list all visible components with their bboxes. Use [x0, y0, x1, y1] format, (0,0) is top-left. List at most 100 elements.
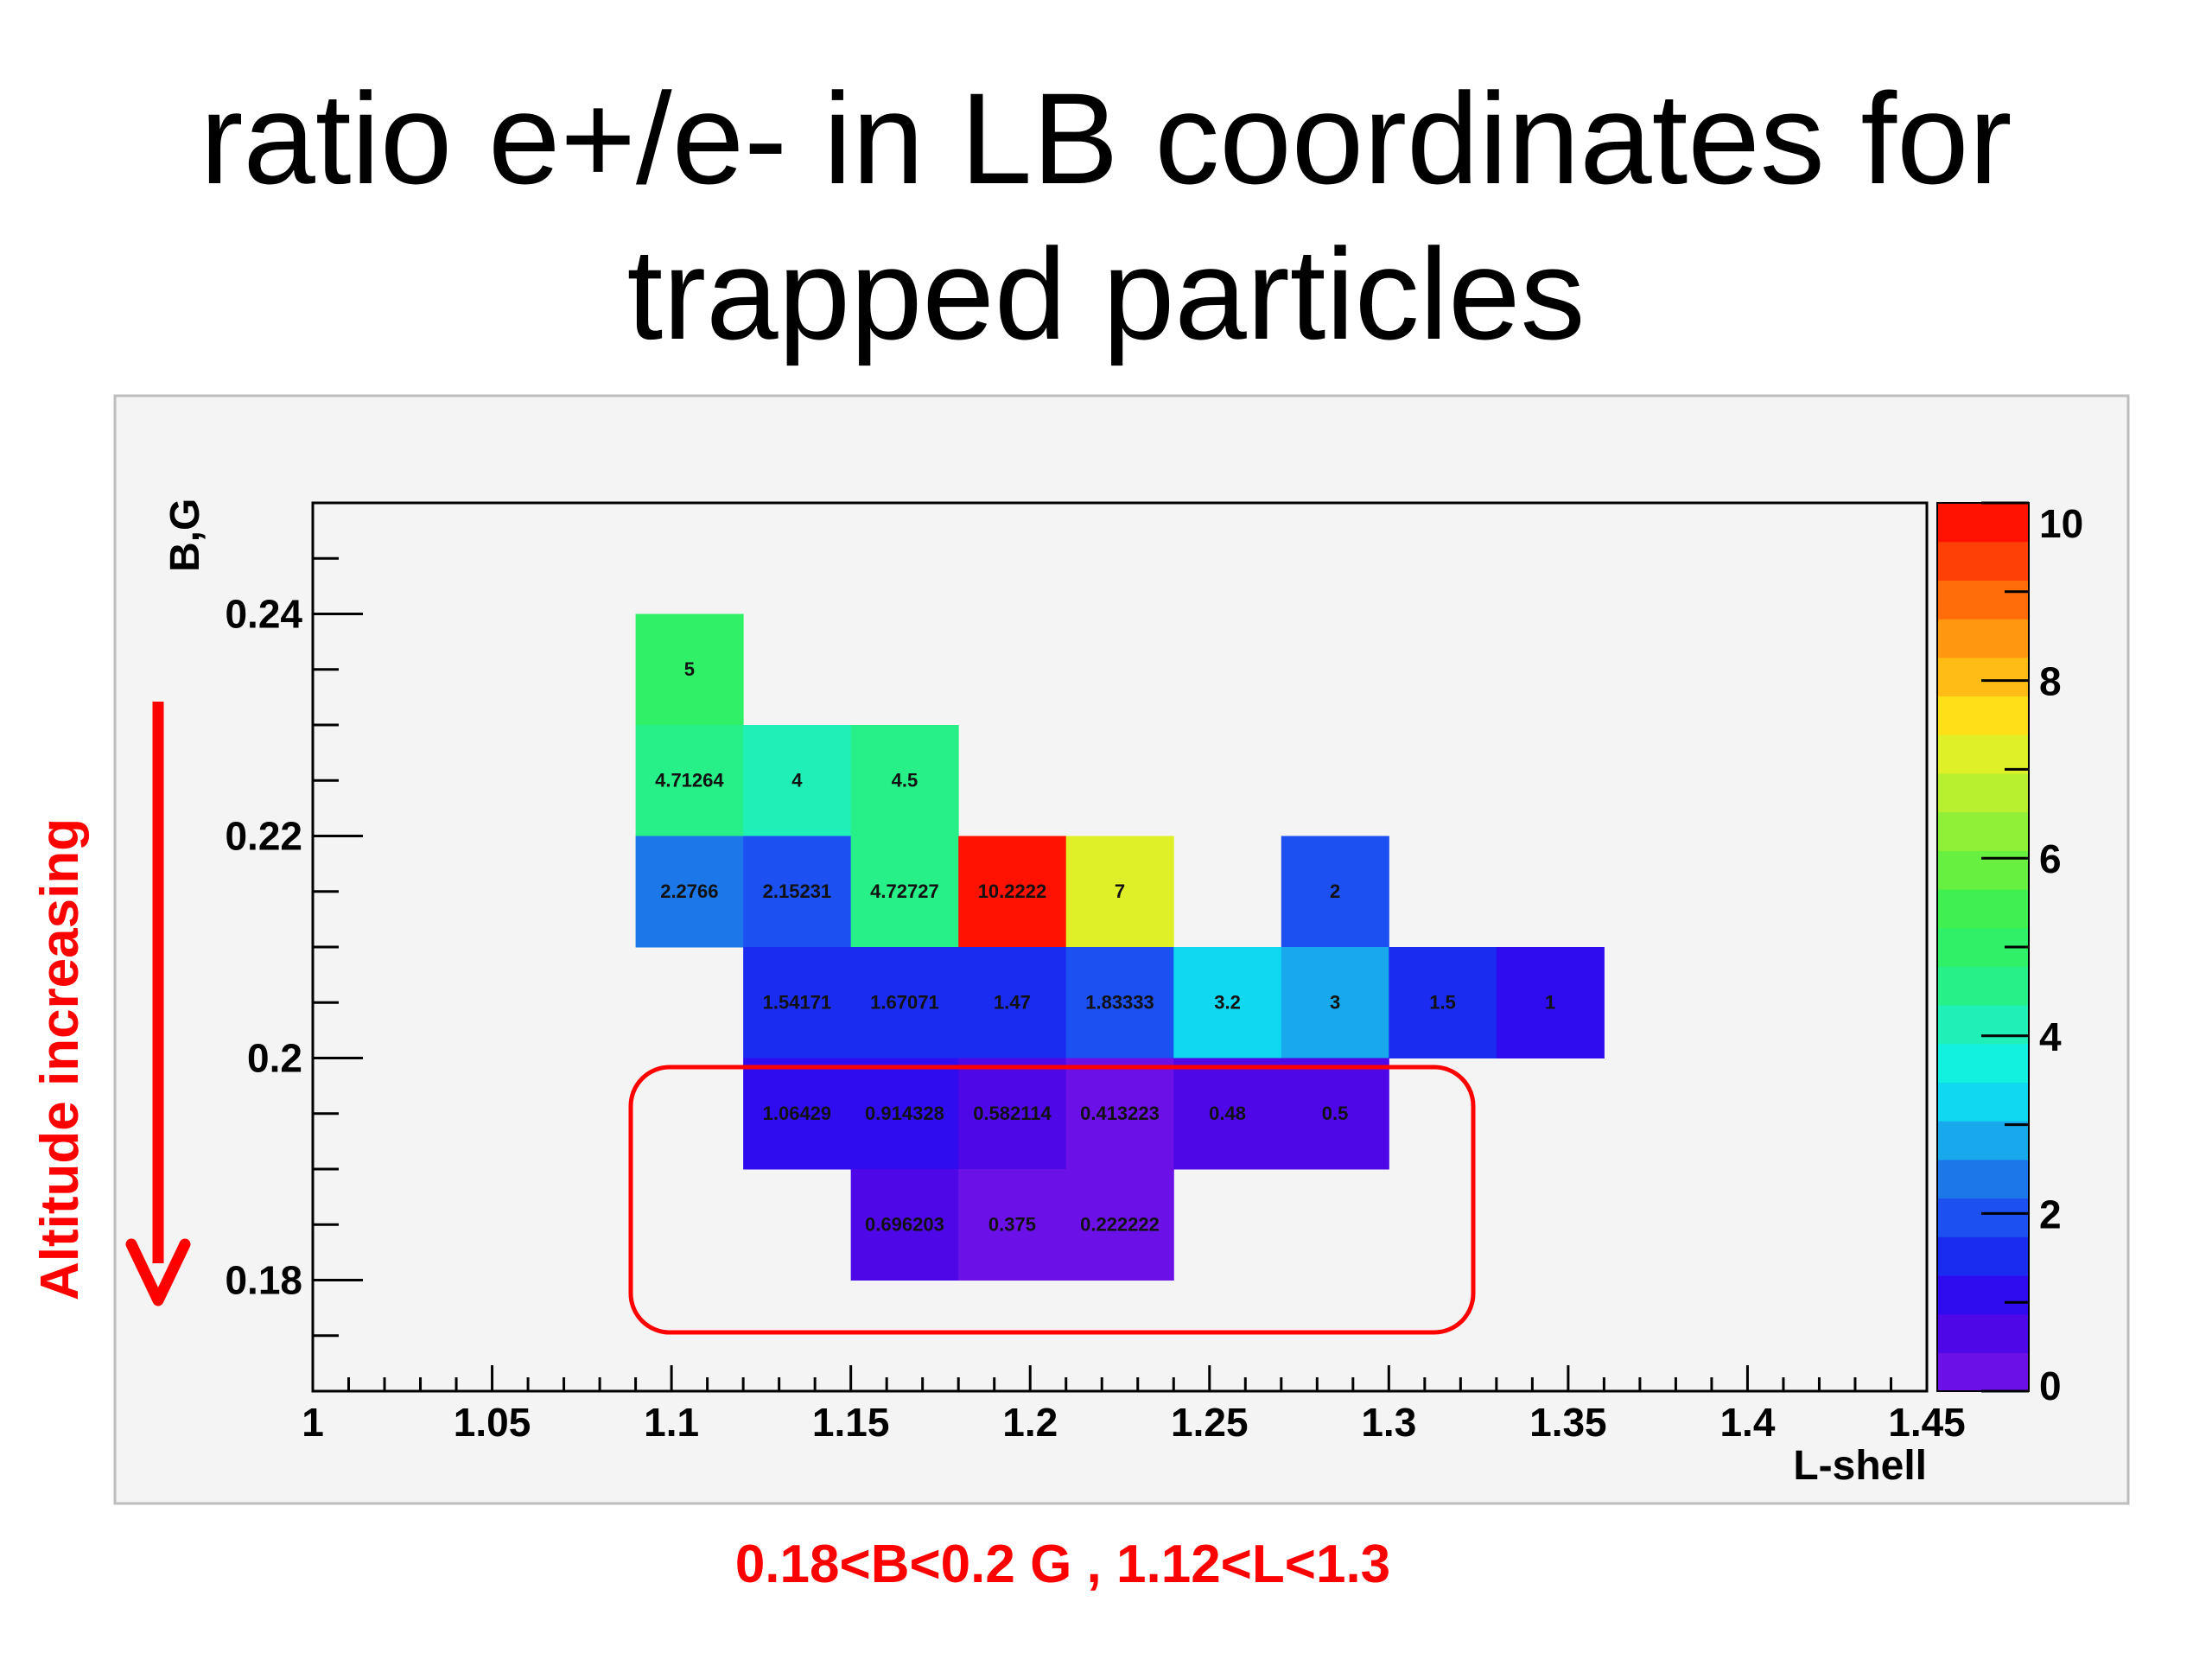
colorbar-segment: [1937, 503, 2029, 543]
heatmap-cell: [635, 613, 744, 726]
x-axis-label: L-shell: [1793, 1443, 1927, 1489]
x-axis-ticks: 1 1.05 1.1 1.15 1.2 1.25 1.3 1.35 1.4 1.45: [302, 1365, 1966, 1445]
heatmap-cell: [958, 1169, 1067, 1281]
heatmap-cell-label: 0.914328: [865, 1103, 944, 1124]
colorbar-segment: [1937, 657, 2029, 697]
y-tick-label: 0.18: [225, 1258, 302, 1303]
heatmap-cell-label: 2.15231: [763, 880, 832, 902]
altitude-arrow-head: [125, 1238, 191, 1306]
x-tick-label: 1.4: [1719, 1400, 1775, 1445]
colorbar-segment: [1937, 1043, 2029, 1084]
colorbar-segment: [1937, 1121, 2029, 1160]
colorbar-segment: [1937, 772, 2029, 813]
colorbar-segment: [1937, 1236, 2029, 1276]
heatmap-cell: [743, 1058, 852, 1170]
colorbar-segment: [1937, 541, 2029, 581]
heatmap-cell-label: 2.2766: [660, 880, 718, 902]
colorbar-tick-label: 0: [2039, 1363, 2062, 1408]
heatmap-cell-label: 1.5: [1429, 991, 1456, 1013]
slide-title-line-2: trapped particles: [626, 221, 1586, 366]
heatmap-cell: [1496, 947, 1605, 1058]
x-tick-label: 1.05: [454, 1400, 531, 1445]
heatmap-cell: [1173, 947, 1282, 1058]
x-tick-label: 1.15: [812, 1400, 890, 1445]
heatmap-cell-label: 0.413223: [1080, 1103, 1160, 1124]
x-tick-label: 1.3: [1361, 1400, 1416, 1445]
heatmap-cell-label: 1.83333: [1085, 991, 1154, 1013]
colorbar-segment: [1937, 1313, 2029, 1353]
colorbar-segment: [1937, 1005, 2029, 1045]
heatmap-cell: [850, 836, 959, 948]
heatmap-cell-label: 0.48: [1209, 1103, 1246, 1124]
colorbar-segment: [1937, 696, 2029, 735]
heatmap-cell-label: 1.54171: [763, 991, 832, 1013]
heatmap-cell-label: 7: [1115, 880, 1125, 902]
heatmap-cell: [1173, 1058, 1282, 1170]
heatmap-cell-label: 4: [791, 769, 803, 791]
colorbar-segment: [1937, 619, 2029, 658]
y-axis-ticks: 0.18 0.2 0.22 0.24: [225, 501, 363, 1393]
heatmap-cell: [743, 836, 852, 948]
heatmap-cell: [1281, 947, 1389, 1058]
slide-title: ratio e+/e- in LB coordinates for trappe…: [0, 60, 2212, 372]
y-tick-label: 0.2: [247, 1036, 302, 1081]
heatmap-cell-label: 4.71264: [655, 769, 724, 791]
x-tick-label: 1.35: [1529, 1400, 1607, 1445]
heatmap-cell-label: 0.5: [1322, 1103, 1349, 1124]
y-tick-label: 0.22: [225, 814, 302, 859]
colorbar-segment: [1937, 811, 2029, 851]
heatmap-cell-label: 3: [1330, 991, 1340, 1013]
heatmap-cell: [1065, 1058, 1174, 1170]
heatmap-cell: [850, 1169, 959, 1281]
heatmap-cell-label: 0.696203: [865, 1213, 944, 1235]
colorbar-segment: [1937, 1159, 2029, 1199]
slide-title-line-1: ratio e+/e- in LB coordinates for: [200, 66, 2012, 211]
colorbar-tick-label: 8: [2039, 659, 2062, 704]
heatmap-cell-label: 4.72727: [870, 880, 939, 902]
heatmap-cell: [958, 947, 1067, 1058]
heatmap-cell: [1065, 836, 1174, 948]
heatmap-cell-label: 5: [684, 658, 695, 680]
heatmap-cell: [850, 947, 959, 1058]
colorbar-segment: [1937, 734, 2029, 774]
heatmap-cell: [1281, 836, 1389, 948]
heatmap-cell-label: 1.06429: [763, 1103, 832, 1124]
heatmap-cell: [1065, 1169, 1174, 1281]
colorbar-segment: [1937, 580, 2029, 620]
heatmap-cell: [958, 1058, 1067, 1170]
heatmap-cell-label: 1.67071: [870, 991, 939, 1013]
heatmap-cell-label: 1.47: [994, 991, 1031, 1013]
heatmap-cell: [1065, 947, 1174, 1058]
colorbar-tick-label: 10: [2039, 501, 2083, 546]
colorbar-segment: [1937, 1274, 2029, 1315]
heatmap-cell: [1281, 1058, 1389, 1170]
heatmap-cells: [635, 613, 1605, 1281]
heatmap-cell-label: 0.582114: [973, 1103, 1052, 1124]
heatmap-cell-label: 10.2222: [978, 880, 1047, 902]
colorbar-segment: [1937, 1198, 2029, 1237]
x-tick-label: 1.2: [1002, 1400, 1058, 1445]
heatmap-cell: [635, 836, 744, 948]
heatmap-cell: [1389, 947, 1497, 1058]
heatmap-cell-labels: 5 4.71264 4 4.5 2.2766 2.15231 4.72727 10.2222 7…: [655, 658, 1555, 1236]
heatmap-cell: [958, 836, 1067, 948]
colorbar-segment: [1937, 1082, 2029, 1122]
colorbar-segment: [1937, 850, 2029, 890]
colorbar-segment: [1937, 966, 2029, 1006]
heatmap-cell-label: 4.5: [892, 769, 918, 791]
x-tick-label: 1.25: [1171, 1400, 1249, 1445]
heatmap-cell-label: 1: [1545, 991, 1555, 1013]
heatmap-cell: [743, 725, 852, 836]
x-tick-label: 1.1: [644, 1400, 699, 1445]
highlight-box: [628, 1065, 1476, 1335]
x-tick-label: 1: [302, 1400, 324, 1445]
colorbar-tick-label: 4: [2039, 1014, 2062, 1059]
heatmap-cell: [850, 725, 959, 836]
heatmap-cell-label: 0.222222: [1080, 1213, 1160, 1235]
x-tick-label: 1.45: [1888, 1400, 1966, 1445]
colorbar-segment: [1937, 1352, 2029, 1392]
colorbar-tick-label: 6: [2039, 836, 2062, 881]
heatmap-cell-label: 2: [1330, 880, 1340, 902]
heatmap-cell: [635, 725, 744, 836]
heatmap-cell: [743, 947, 852, 1058]
